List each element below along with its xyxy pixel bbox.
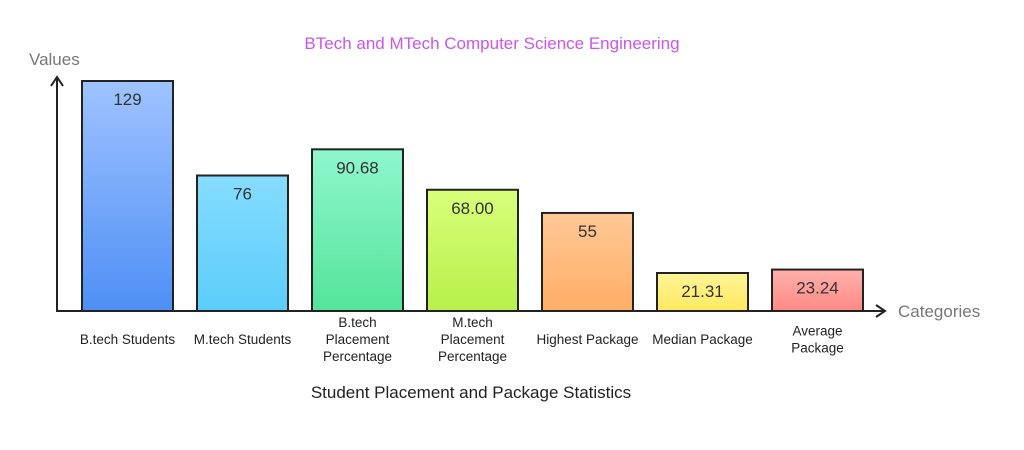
bar (311, 148, 404, 312)
category-tick-label: M.tech Students (194, 332, 292, 347)
y-axis-label: Values (29, 50, 80, 69)
bar-value-label: 129 (113, 90, 141, 109)
bar (656, 272, 749, 313)
bars (81, 80, 864, 313)
category-tick-line: B.tech (338, 315, 376, 330)
bar-value-label: 21.31 (681, 282, 724, 301)
category-tick-label: Average Package (791, 324, 844, 356)
chart-subtitle: Student Placement and Package Statistics (311, 383, 631, 402)
bar-value-label: 68.00 (451, 199, 494, 218)
category-tick-label: Highest Package (536, 332, 638, 347)
category-tick-line: Placement (441, 332, 505, 347)
category-tick-labels: B.tech Students M.tech Students B.tech Plac… (80, 315, 844, 364)
bar (541, 211, 634, 312)
bar (81, 80, 174, 312)
category-tick-line: Percentage (323, 349, 392, 364)
category-tick-label: Median Package (652, 332, 753, 347)
category-tick-line: M.tech Students (194, 332, 292, 347)
category-tick-line: Percentage (438, 349, 507, 364)
category-tick-label: B.tech Placement Percentage (323, 315, 392, 364)
bar-value-label: 76 (233, 184, 252, 203)
bar-value-label: 55 (578, 222, 597, 241)
category-tick-line: B.tech Students (80, 332, 176, 347)
category-tick-line: Highest Package (536, 332, 638, 347)
category-tick-line: Package (791, 341, 844, 356)
chart-title: BTech and MTech Computer Science Enginee… (304, 34, 679, 53)
bar-value-label: 90.68 (336, 158, 379, 177)
category-tick-label: B.tech Students (80, 332, 176, 347)
y-axis (50, 75, 64, 311)
bar-value-label: 23.24 (796, 279, 839, 298)
category-tick-line: Median Package (652, 332, 753, 347)
category-tick-label: M.tech Placement Percentage (438, 315, 507, 364)
bar (771, 268, 864, 312)
bar (426, 188, 519, 312)
value-labels: 129 76 90.68 68.00 55 21.31 23.24 (113, 90, 838, 301)
x-axis-label: Categories (898, 302, 980, 321)
bar (196, 174, 289, 312)
category-tick-line: Average (792, 324, 842, 339)
category-tick-line: M.tech (452, 315, 493, 330)
category-tick-line: Placement (326, 332, 390, 347)
